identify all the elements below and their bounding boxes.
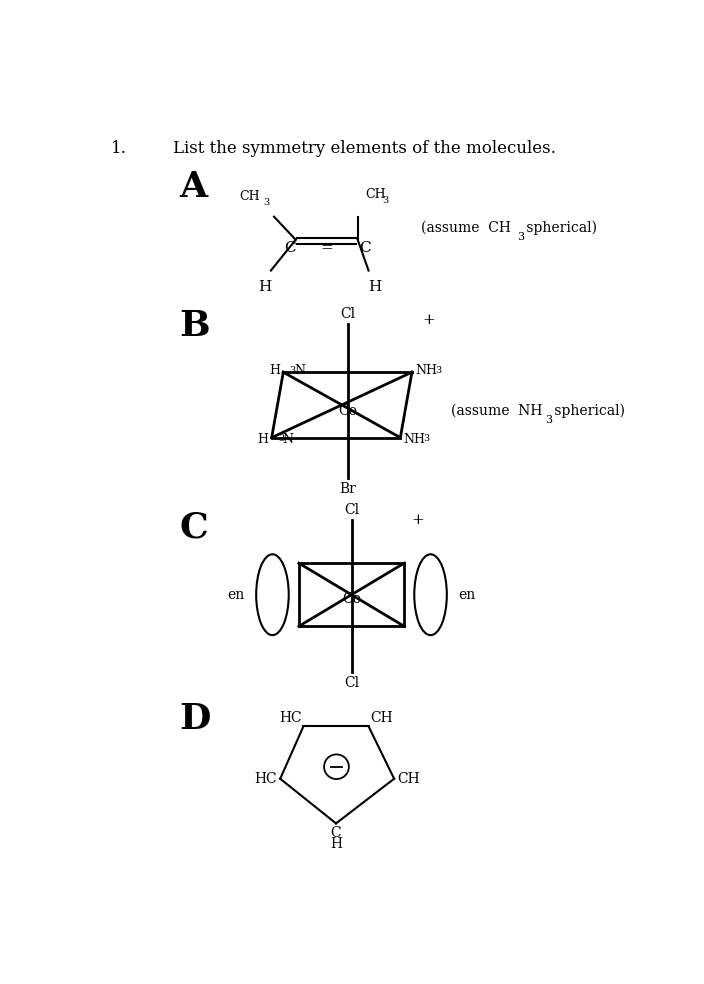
Text: =: = bbox=[320, 241, 333, 255]
Text: D: D bbox=[180, 702, 210, 736]
Text: 3: 3 bbox=[289, 366, 296, 375]
Text: spherical): spherical) bbox=[550, 403, 625, 418]
Text: H: H bbox=[368, 279, 382, 294]
Text: 3: 3 bbox=[424, 434, 430, 443]
Text: H: H bbox=[330, 837, 342, 851]
Text: N: N bbox=[294, 364, 305, 377]
Text: NH: NH bbox=[403, 433, 425, 446]
Text: N: N bbox=[282, 433, 294, 446]
Text: C: C bbox=[180, 511, 208, 545]
Text: C: C bbox=[359, 241, 371, 255]
Text: CH: CH bbox=[397, 771, 420, 786]
Text: Br: Br bbox=[339, 481, 356, 496]
Text: 3: 3 bbox=[263, 198, 270, 207]
Text: H: H bbox=[258, 279, 271, 294]
Text: spherical): spherical) bbox=[522, 220, 597, 234]
Text: HC: HC bbox=[279, 710, 302, 725]
Text: H: H bbox=[258, 433, 268, 446]
Text: 3: 3 bbox=[382, 196, 389, 205]
Text: B: B bbox=[180, 309, 210, 343]
Text: (assume  CH: (assume CH bbox=[421, 220, 511, 234]
Text: (assume  NH: (assume NH bbox=[451, 403, 542, 417]
Text: 3: 3 bbox=[546, 415, 553, 425]
Text: Cl: Cl bbox=[344, 503, 359, 517]
Text: CH: CH bbox=[370, 710, 393, 725]
Text: en: en bbox=[458, 587, 476, 601]
Text: H: H bbox=[269, 364, 280, 377]
Text: CH: CH bbox=[365, 188, 386, 202]
Text: Cl: Cl bbox=[344, 676, 359, 690]
Text: Cl: Cl bbox=[340, 307, 356, 322]
Text: 3: 3 bbox=[278, 434, 284, 443]
Text: 1.: 1. bbox=[111, 140, 127, 156]
Text: A: A bbox=[180, 170, 208, 205]
Text: CH: CH bbox=[239, 190, 260, 203]
Text: en: en bbox=[227, 587, 244, 601]
Text: List the symmetry elements of the molecules.: List the symmetry elements of the molecu… bbox=[173, 140, 556, 156]
Text: HC: HC bbox=[254, 771, 277, 786]
Text: C: C bbox=[284, 241, 296, 255]
Text: C: C bbox=[331, 827, 341, 840]
Text: NH: NH bbox=[415, 364, 437, 377]
Text: 3: 3 bbox=[517, 232, 524, 242]
Text: 3: 3 bbox=[435, 366, 441, 375]
Text: +: + bbox=[422, 313, 435, 327]
Text: Co: Co bbox=[342, 592, 361, 606]
Text: +: + bbox=[411, 513, 424, 527]
Text: Co: Co bbox=[338, 403, 357, 417]
